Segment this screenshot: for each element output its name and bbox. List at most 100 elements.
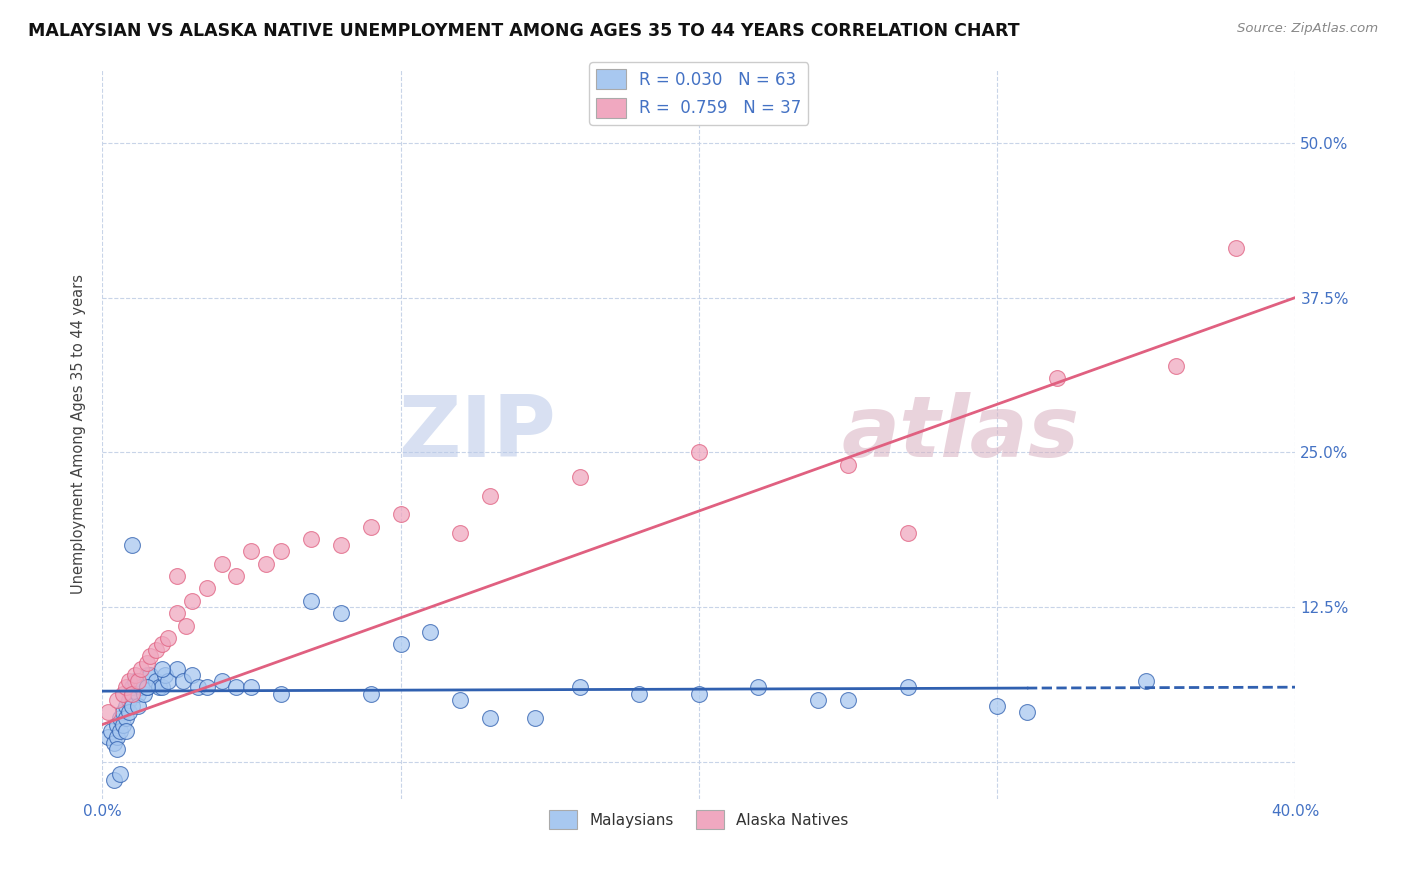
- Point: [103, 736, 125, 750]
- Point: [195, 681, 218, 695]
- Point: [389, 637, 412, 651]
- Point: [97, 705, 120, 719]
- Text: ZIP: ZIP: [398, 392, 555, 475]
- Point: [108, 767, 131, 781]
- Point: [127, 687, 149, 701]
- Point: [837, 458, 859, 472]
- Point: [108, 711, 131, 725]
- Point: [568, 470, 591, 484]
- Point: [897, 525, 920, 540]
- Point: [103, 773, 125, 788]
- Point: [150, 662, 173, 676]
- Point: [121, 698, 143, 713]
- Point: [419, 624, 441, 639]
- Point: [148, 681, 170, 695]
- Point: [225, 569, 247, 583]
- Point: [105, 742, 128, 756]
- Point: [121, 538, 143, 552]
- Point: [195, 582, 218, 596]
- Point: [112, 717, 135, 731]
- Point: [166, 569, 188, 583]
- Point: [105, 730, 128, 744]
- Point: [174, 618, 197, 632]
- Point: [115, 681, 138, 695]
- Point: [145, 674, 167, 689]
- Point: [129, 662, 152, 676]
- Point: [1135, 674, 1157, 689]
- Point: [187, 681, 209, 695]
- Point: [115, 698, 138, 713]
- Point: [479, 711, 502, 725]
- Point: [1015, 705, 1038, 719]
- Point: [329, 606, 352, 620]
- Point: [124, 674, 146, 689]
- Point: [121, 687, 143, 701]
- Point: [145, 643, 167, 657]
- Point: [807, 693, 830, 707]
- Point: [108, 723, 131, 738]
- Point: [156, 631, 179, 645]
- Point: [837, 693, 859, 707]
- Point: [1166, 359, 1188, 373]
- Point: [688, 445, 710, 459]
- Point: [105, 717, 128, 731]
- Point: [121, 681, 143, 695]
- Point: [449, 693, 471, 707]
- Point: [118, 693, 141, 707]
- Text: Source: ZipAtlas.com: Source: ZipAtlas.com: [1237, 22, 1378, 36]
- Point: [97, 730, 120, 744]
- Point: [139, 649, 162, 664]
- Point: [105, 693, 128, 707]
- Point: [112, 705, 135, 719]
- Point: [360, 519, 382, 533]
- Point: [118, 705, 141, 719]
- Point: [180, 594, 202, 608]
- Point: [240, 681, 263, 695]
- Point: [136, 681, 159, 695]
- Point: [139, 668, 162, 682]
- Point: [211, 674, 233, 689]
- Point: [389, 507, 412, 521]
- Point: [360, 687, 382, 701]
- Point: [115, 711, 138, 725]
- Point: [299, 532, 322, 546]
- Point: [129, 681, 152, 695]
- Point: [136, 656, 159, 670]
- Point: [124, 668, 146, 682]
- Point: [568, 681, 591, 695]
- Point: [118, 674, 141, 689]
- Point: [127, 674, 149, 689]
- Point: [180, 668, 202, 682]
- Point: [150, 637, 173, 651]
- Point: [100, 723, 122, 738]
- Point: [136, 681, 159, 695]
- Point: [225, 681, 247, 695]
- Text: MALAYSIAN VS ALASKA NATIVE UNEMPLOYMENT AMONG AGES 35 TO 44 YEARS CORRELATION CH: MALAYSIAN VS ALASKA NATIVE UNEMPLOYMENT …: [28, 22, 1019, 40]
- Point: [1046, 371, 1069, 385]
- Y-axis label: Unemployment Among Ages 35 to 44 years: Unemployment Among Ages 35 to 44 years: [72, 274, 86, 594]
- Point: [270, 687, 292, 701]
- Point: [628, 687, 651, 701]
- Point: [1225, 241, 1247, 255]
- Point: [127, 698, 149, 713]
- Point: [172, 674, 194, 689]
- Point: [153, 668, 176, 682]
- Point: [112, 687, 135, 701]
- Point: [747, 681, 769, 695]
- Point: [897, 681, 920, 695]
- Point: [240, 544, 263, 558]
- Point: [254, 557, 277, 571]
- Point: [115, 723, 138, 738]
- Point: [329, 538, 352, 552]
- Point: [166, 606, 188, 620]
- Point: [270, 544, 292, 558]
- Point: [211, 557, 233, 571]
- Point: [299, 594, 322, 608]
- Point: [479, 489, 502, 503]
- Point: [156, 674, 179, 689]
- Point: [523, 711, 546, 725]
- Point: [136, 668, 159, 682]
- Point: [688, 687, 710, 701]
- Point: [132, 687, 155, 701]
- Point: [986, 698, 1008, 713]
